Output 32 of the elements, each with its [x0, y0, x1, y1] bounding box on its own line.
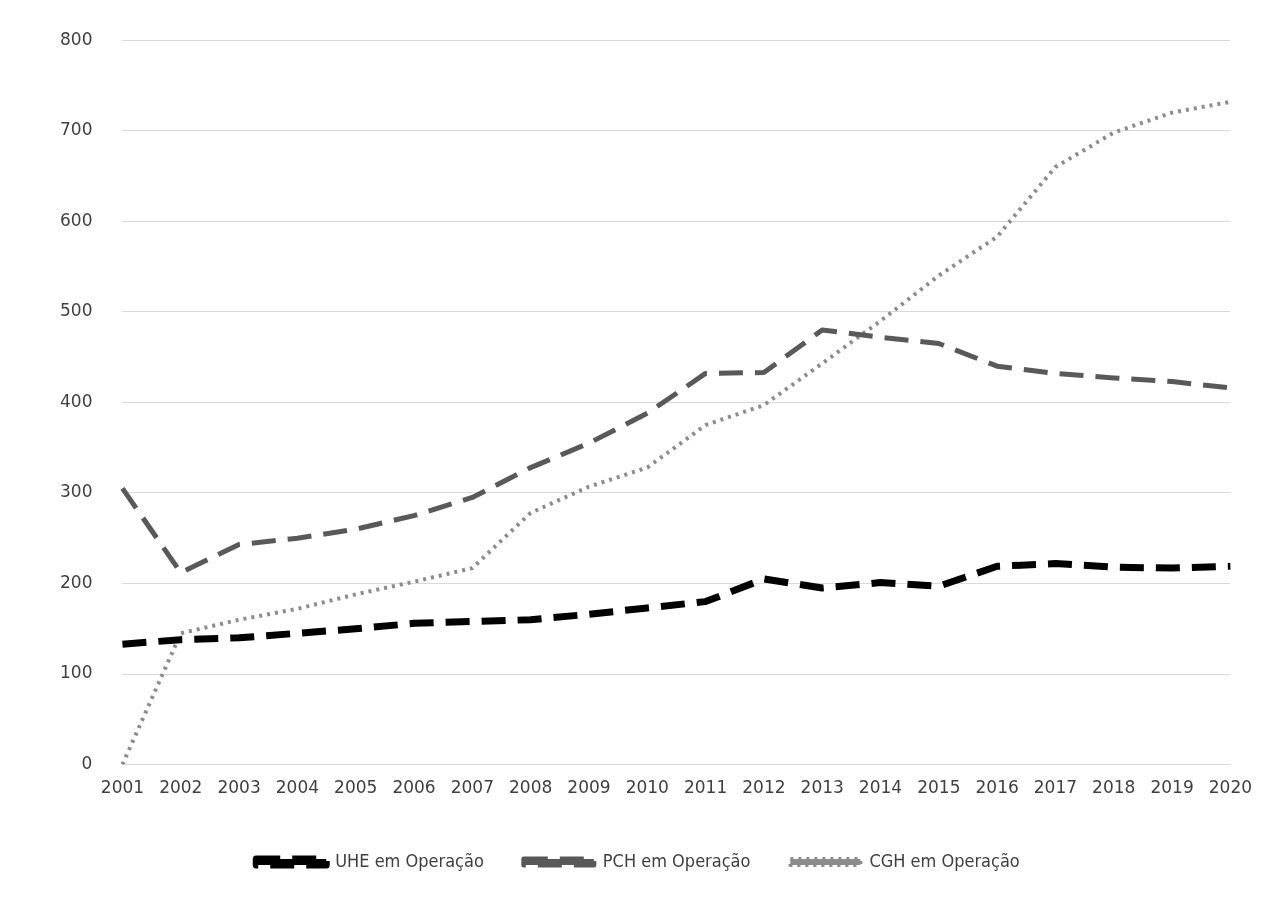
y-tick-label: 700 — [59, 119, 93, 140]
x-tick-label: 2013 — [800, 777, 844, 798]
legend-label: CGH em Operação — [869, 849, 1020, 871]
y-tick-label: 200 — [59, 571, 93, 592]
y-tick-label: 800 — [59, 28, 93, 49]
x-tick-label: 2003 — [217, 777, 261, 798]
x-tick-label: 2007 — [450, 777, 494, 798]
x-tick-label: 2017 — [1033, 777, 1078, 798]
y-tick-label: 300 — [59, 481, 93, 502]
x-tick-label: 2011 — [683, 777, 728, 798]
x-tick-label: 2016 — [975, 777, 1019, 798]
x-tick-label: 2018 — [1092, 777, 1136, 798]
y-tick-label: 500 — [59, 300, 93, 321]
x-tick-label: 2002 — [159, 777, 203, 798]
x-tick-label: 2010 — [625, 777, 669, 798]
x-tick-label: 2004 — [275, 777, 320, 798]
x-tick-label: 2006 — [392, 777, 436, 798]
y-tick-label: 400 — [59, 390, 93, 411]
x-tick-label: 2019 — [1150, 777, 1194, 798]
x-tick-label: 2005 — [334, 777, 378, 798]
x-tick-label: 2014 — [858, 777, 903, 798]
legend-label: PCH em Operação — [602, 849, 751, 871]
x-tick-label: 2012 — [742, 777, 786, 798]
legend-label: UHE em Operação — [335, 849, 484, 871]
x-tick-label: 2008 — [509, 777, 553, 798]
x-tick-label: 2015 — [917, 777, 961, 798]
x-tick-label: 2001 — [100, 777, 145, 798]
y-tick-label: 100 — [59, 662, 93, 683]
x-tick-label: 2020 — [1208, 777, 1252, 798]
y-tick-label: 600 — [59, 209, 93, 230]
y-tick-label: 0 — [81, 753, 93, 774]
x-tick-label: 2009 — [567, 777, 611, 798]
